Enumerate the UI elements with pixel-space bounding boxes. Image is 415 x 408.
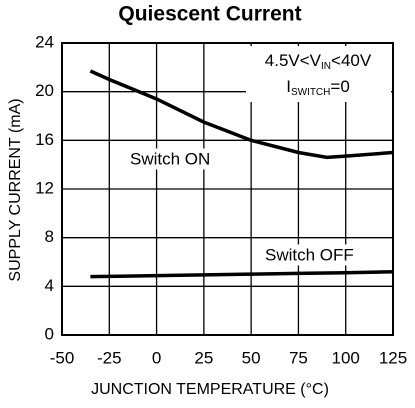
annotation-part: SWITCH <box>291 87 330 98</box>
y-axis-title: SUPPLY CURRENT (mA) <box>7 98 24 281</box>
x-axis-title: JUNCTION TEMPERATURE (°C) <box>91 381 329 398</box>
annotation-box <box>246 46 391 102</box>
x-tick-label: 50 <box>242 348 261 367</box>
x-tick-label: 125 <box>379 348 407 367</box>
annotation-part: 4.5V<V <box>265 51 322 70</box>
y-tick-label: 8 <box>45 227 54 246</box>
y-tick-label: 24 <box>35 32 54 51</box>
y-tick-label: 4 <box>45 276 54 295</box>
y-tick-label: 0 <box>45 324 54 343</box>
plot-frame <box>61 42 394 336</box>
annotation-part: <40V <box>331 51 372 70</box>
annotation-part: I <box>286 77 291 96</box>
annotation-part: IN <box>321 61 331 72</box>
series-label: Switch OFF <box>265 245 354 264</box>
y-tick-label: 12 <box>35 178 54 197</box>
x-tick-label: 75 <box>289 348 308 367</box>
data-line <box>89 69 394 160</box>
data-line <box>90 269 394 279</box>
annotation: ISWITCH=0 <box>286 77 350 97</box>
x-tick-label: -50 <box>50 348 75 367</box>
x-tick-label: -25 <box>97 348 122 367</box>
annotation: 4.5V<VIN<40V <box>265 51 372 71</box>
series-label: Switch ON <box>130 149 210 168</box>
x-tick-label: 0 <box>152 348 161 367</box>
chart-title: Quiescent Current <box>118 3 301 26</box>
x-tick-label: 100 <box>332 348 360 367</box>
x-tick-label: 25 <box>194 348 213 367</box>
y-tick-label: 20 <box>35 81 54 100</box>
series-label-bg <box>127 148 214 170</box>
series-label-bg <box>262 244 357 266</box>
y-tick-label: 16 <box>35 130 54 149</box>
annotation-part: =0 <box>330 77 349 96</box>
